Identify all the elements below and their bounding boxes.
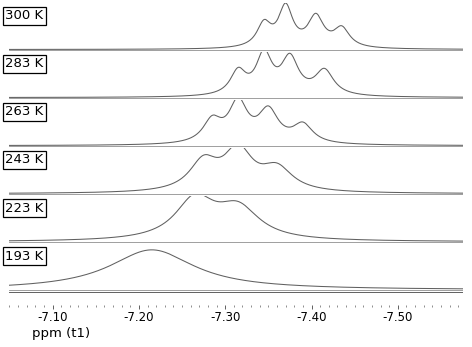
Text: 283 K: 283 K xyxy=(5,57,43,70)
Text: 193 K: 193 K xyxy=(5,249,43,263)
X-axis label: ppm (t1): ppm (t1) xyxy=(32,327,90,340)
Text: 223 K: 223 K xyxy=(5,202,43,214)
Text: 300 K: 300 K xyxy=(5,9,43,22)
Text: 263 K: 263 K xyxy=(5,105,43,118)
Text: 243 K: 243 K xyxy=(5,153,43,167)
